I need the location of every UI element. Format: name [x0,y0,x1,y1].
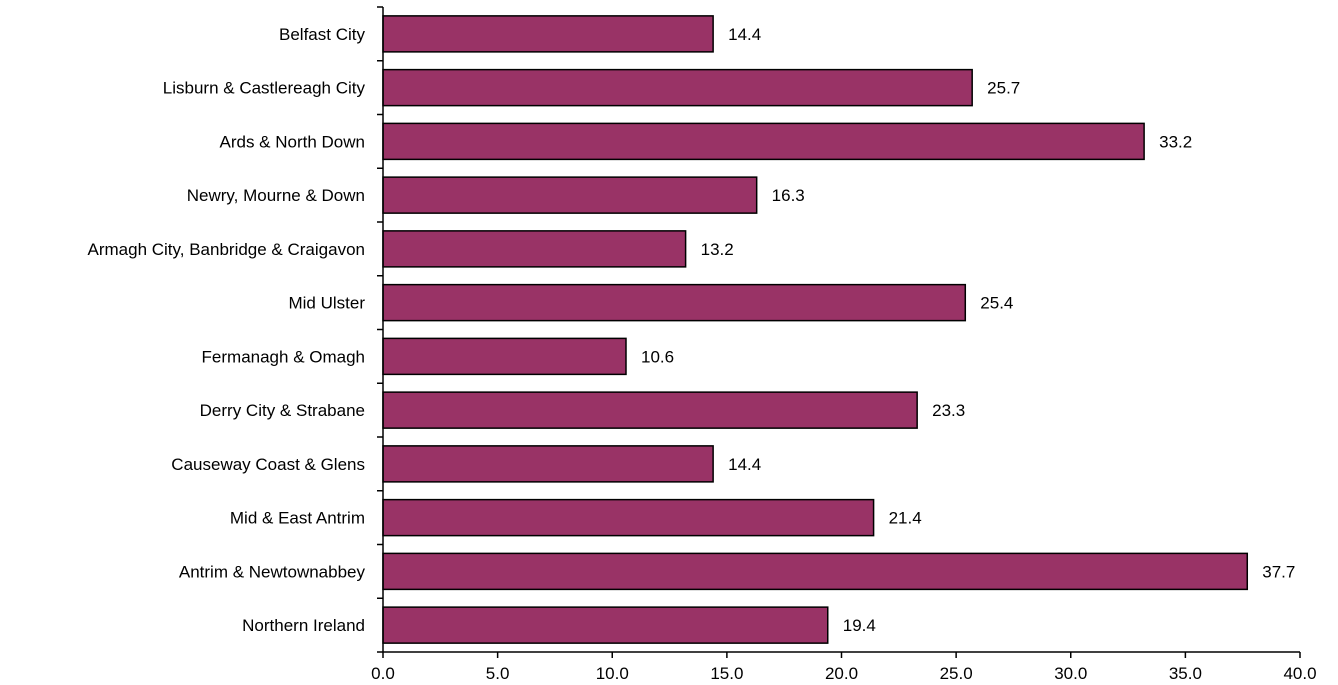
bar [382,552,1249,591]
value-label: 21.4 [889,509,922,528]
value-label: 13.2 [701,240,734,259]
value-label: 25.4 [980,294,1013,313]
bar [382,498,875,537]
bar [382,176,758,214]
x-tick-label: 10.0 [596,664,629,683]
x-tick-label: 15.0 [710,664,743,683]
value-label: 14.4 [728,455,761,474]
category-label: Armagh City, Banbridge & Craigavon [88,240,366,259]
x-tick-label: 35.0 [1169,664,1202,683]
category-label: Belfast City [279,25,365,44]
bar [382,283,967,322]
category-label: Causeway Coast & Glens [171,455,365,474]
value-label: 10.6 [641,347,674,366]
x-tick-label: 0.0 [371,664,395,683]
category-label: Fermanagh & Omagh [202,347,365,366]
category-label: Ards & North Down [220,132,366,151]
bar [382,68,973,107]
category-label: Newry, Mourne & Down [187,186,365,205]
category-label: Mid Ulster [288,294,365,313]
x-tick-label: 5.0 [486,664,510,683]
labels-layer: 14.4 Belfast City 25.7 Lisburn & Castlereag… [88,25,1317,683]
bar [382,122,1145,161]
bar [382,606,829,644]
bar [382,337,627,376]
value-label: 25.7 [987,79,1020,98]
x-tick-label: 40.0 [1283,664,1316,683]
x-tick-label: 20.0 [825,664,858,683]
bar [382,230,687,268]
value-label: 19.4 [843,616,876,635]
bar [382,391,918,429]
x-tick-label: 30.0 [1054,664,1087,683]
category-label: Lisburn & Castlereagh City [163,79,366,98]
bar [382,445,714,483]
value-label: 23.3 [932,401,965,420]
value-label: 37.7 [1262,562,1295,581]
category-label: Antrim & Newtownabbey [179,562,366,581]
bar [382,15,714,53]
x-tick-label: 25.0 [940,664,973,683]
value-label: 16.3 [772,186,805,205]
category-label: Northern Ireland [242,616,365,635]
category-label: Mid & East Antrim [230,509,365,528]
value-label: 33.2 [1159,132,1192,151]
category-label: Derry City & Strabane [200,401,365,420]
axes-layer [377,6,1301,658]
value-label: 14.4 [728,25,761,44]
bars-layer [382,15,1249,644]
